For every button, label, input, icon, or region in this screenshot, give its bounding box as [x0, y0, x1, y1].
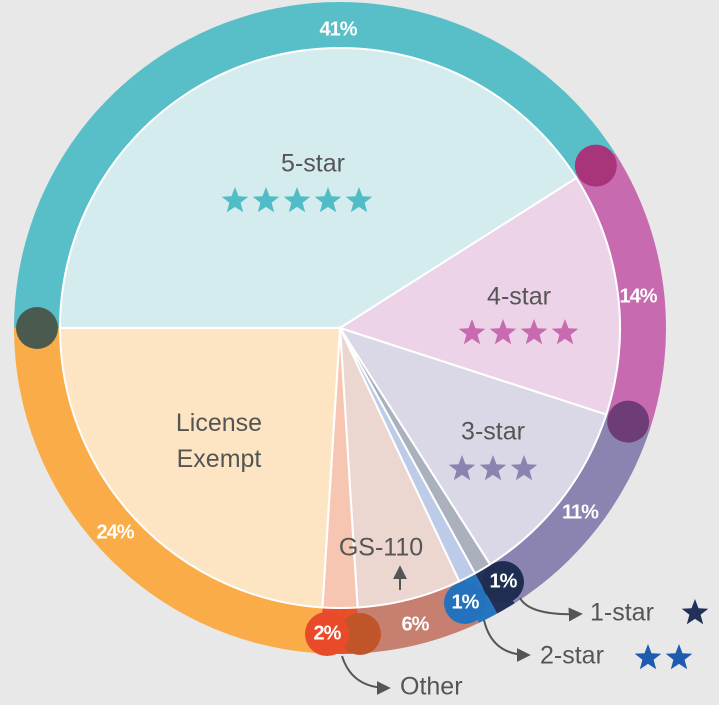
decorations [341, 565, 583, 695]
star-icon [489, 319, 517, 345]
value-label: 1% [452, 591, 480, 613]
bubble [305, 612, 349, 656]
ring-segment [576, 153, 666, 429]
category-label: 2-star [540, 642, 604, 670]
boundary-dot [16, 307, 58, 349]
bubble [339, 613, 381, 655]
star-icon [283, 187, 311, 213]
bubble [482, 561, 524, 603]
arrow [483, 619, 531, 662]
star-icon [252, 187, 280, 213]
category-label: Other [400, 673, 463, 701]
value-label: 14% [619, 285, 657, 307]
star-icon [551, 319, 579, 345]
pie-slice [58, 47, 578, 329]
star-icon [665, 644, 693, 670]
category-label: 4-star [487, 283, 551, 311]
boundary-dot [607, 400, 650, 443]
star-icon [314, 187, 342, 213]
value-label: 11% [562, 501, 599, 523]
arrow [519, 597, 583, 622]
value-label: 24% [96, 521, 134, 543]
ring-segment [490, 414, 651, 604]
star-icon [221, 187, 249, 213]
value-label: 41% [319, 18, 357, 40]
star-icon [345, 187, 373, 213]
star-icon [634, 644, 662, 670]
boundary-dot [574, 144, 617, 187]
star-icon [479, 455, 507, 481]
category-label: License Exempt [175, 409, 263, 473]
category-label: GS-110 [339, 534, 423, 562]
arrow [341, 655, 391, 695]
star-icon [448, 455, 476, 481]
pie-slice [58, 327, 342, 609]
category-label: 3-star [461, 418, 525, 446]
star-icon [458, 319, 486, 345]
star-icon [510, 455, 538, 481]
value-label: 2% [314, 622, 342, 644]
pie-slice [337, 326, 608, 566]
pie-slice [337, 176, 621, 416]
ring-segment [14, 328, 323, 654]
value-label: 6% [402, 613, 430, 635]
bubble [444, 582, 486, 624]
star-icon [520, 319, 548, 345]
ring-segment [14, 2, 616, 329]
category-label: 1-star [590, 599, 654, 627]
value-label: 1% [490, 570, 518, 592]
category-label: 5-star [281, 150, 345, 178]
star-icon [681, 599, 709, 625]
